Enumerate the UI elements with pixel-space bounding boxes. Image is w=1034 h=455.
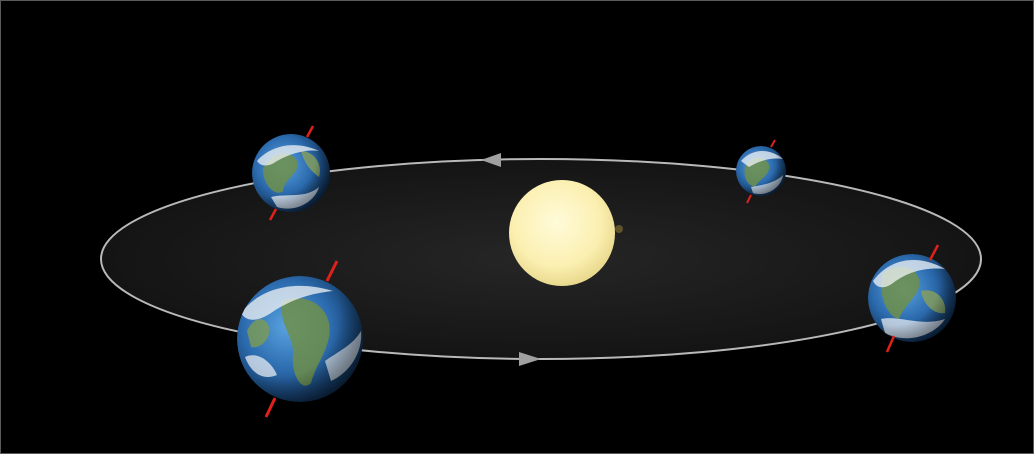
orbit-arrow-icon-bottom	[519, 352, 541, 366]
earth-icon-right	[868, 244, 956, 353]
earth-icon-bottom-left	[237, 260, 363, 418]
earth-icon-top-right	[736, 139, 786, 204]
earth-icon-top-left	[252, 125, 330, 221]
sun-icon	[509, 180, 623, 286]
orbit-arrow-icon-top	[481, 153, 501, 167]
